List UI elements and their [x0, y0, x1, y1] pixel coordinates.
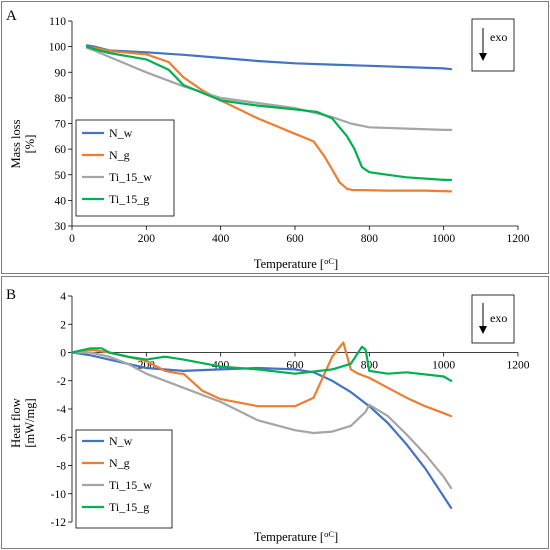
panel-b-y-tick-label: 4 [60, 291, 66, 303]
panel-a-mass-loss-chart: A Mass loss [%] 0 200 400 600 800 1000 1200 30… [1, 1, 549, 274]
panel-b-y-tick-label: 2 [60, 319, 66, 331]
panel-a-x-tick-label: 0 [69, 233, 75, 245]
panel-a-legend-label: N_w [109, 126, 133, 140]
panel-b-xlabel-close: ] [334, 530, 338, 544]
panel-a-ylabel-line2: [%] [23, 135, 37, 154]
panel-a-legend: N_w N_g Ti_15_w Ti_15_g [75, 119, 175, 217]
panel-a-legend-item: Ti_15_w [82, 170, 152, 184]
panel-b-y-tick-label: -10 [51, 489, 67, 501]
panel-b-xlabel-unit: oC [324, 529, 334, 539]
panel-b-series-line-n-g [70, 341, 453, 418]
panel-b-exo-indicator: exo [471, 294, 515, 344]
panel-b-ylabel-line1: Heat flow [9, 398, 23, 448]
panel-a-y-tick-label: 100 [49, 42, 67, 54]
panel-b-xlabel-main: Temperature [ [254, 530, 324, 544]
panel-b-exo-label: exo [490, 311, 507, 325]
panel-a-legend-label: Ti_15_g [109, 192, 149, 206]
panel-b-legend-label: Ti_15_g [109, 500, 149, 514]
panel-b-y-tick-label: -6 [56, 432, 66, 444]
panel-a-y-tick-label: 40 [55, 195, 67, 207]
panel-b-ylabel-line2: [mW/mg] [23, 398, 37, 447]
panel-b-legend-item: N_w [82, 434, 133, 448]
panel-b-xlabel: Temperature [oC] [254, 529, 338, 544]
panel-a-x-tick-label: 800 [361, 233, 379, 245]
panel-a-y-tick-label: 70 [55, 119, 67, 131]
panel-a-ylabel: Mass loss [%] [9, 119, 37, 168]
panel-a-exo-label: exo [490, 30, 507, 44]
panel-a-x-tick-label: 600 [286, 233, 304, 245]
panel-b-legend-label: N_w [109, 434, 133, 448]
panel-b-legend-item: Ti_15_w [82, 478, 152, 492]
panel-a-letter: A [6, 8, 17, 24]
panel-b-letter: B [6, 287, 16, 303]
panel-b-series-line-ti-15-w [70, 351, 453, 490]
panel-b-y-tick-label: -2 [56, 376, 66, 388]
panel-b-legend-item: Ti_15_g [82, 500, 149, 514]
panel-b-legend-box [75, 429, 173, 529]
panel-b-exo-arrowhead-icon [479, 326, 487, 334]
panel-a-series-line-ti-15-g [85, 45, 453, 181]
panel-a-legend-item: N_g [82, 148, 130, 162]
panel-a-y-tick-label: 80 [55, 93, 67, 105]
panel-a-legend-label: N_g [109, 148, 130, 162]
panel-b-x-tick-label: 1000 [432, 360, 455, 372]
panel-a-x-tick-label: 200 [138, 233, 156, 245]
panel-a-series-line-n-g [85, 45, 453, 193]
panel-a-legend-item: N_w [82, 126, 133, 140]
panel-b-legend-label: Ti_15_w [109, 478, 152, 492]
panel-b-y-ticks: -12 -10 -8 -6 -4 -2 0 2 4 [51, 291, 72, 529]
panel-a-y-tick-label: 60 [55, 144, 67, 156]
panel-a-ylabel-line1: Mass loss [9, 119, 23, 168]
panel-a-exo-box [471, 18, 515, 72]
panel-b-legend: N_w N_g Ti_15_w Ti_15_g [75, 429, 173, 529]
panel-b-legend-item: N_g [82, 456, 130, 470]
panel-a-exo-indicator: exo [471, 18, 515, 72]
panel-a-y-tick-label: 90 [55, 67, 67, 79]
panel-b-ylabel: Heat flow [mW/mg] [9, 398, 37, 448]
panel-b-legend-label: N_g [109, 456, 130, 470]
panel-a-series-line-ti-15-w [85, 46, 453, 131]
panel-a-x-tick-label: 1200 [507, 233, 530, 245]
panel-a-y-tick-label: 110 [49, 16, 66, 28]
panel-b-heat-flow-chart: B Heat flow [mW/mg] 200 400 600 800 1000 1200… [1, 276, 549, 549]
panel-a-exo-arrowhead-icon [479, 53, 487, 61]
panel-a-x-ticks: 0 200 400 600 800 1000 1200 [69, 226, 530, 245]
panel-b-y-tick-label: 0 [60, 348, 66, 360]
panel-a-y-ticks: 30 40 50 60 70 80 90 100 110 [49, 16, 72, 233]
panel-a-y-tick-label: 30 [55, 221, 67, 233]
panel-b-series [70, 341, 453, 509]
panel-a-x-tick-label: 1000 [432, 233, 455, 245]
panel-b-y-tick-label: -8 [56, 461, 66, 473]
panel-a-legend-item: Ti_15_g [82, 192, 149, 206]
panel-b-exo-box [471, 294, 515, 344]
panel-b-y-tick-label: -4 [56, 404, 66, 416]
panel-a-xlabel-close: ] [334, 257, 338, 271]
panel-a-xlabel: Temperature [oC] [254, 256, 338, 271]
panel-a-xlabel-unit: oC [324, 256, 334, 266]
panel-a-series [85, 44, 453, 193]
panel-a-x-tick-label: 400 [212, 233, 230, 245]
panel-b-x-ticks: 200 400 600 800 1000 1200 [138, 352, 530, 372]
panel-a-xlabel-main: Temperature [ [254, 257, 324, 271]
panel-b-series-line-ti-15-g [70, 345, 453, 382]
panel-a-y-tick-label: 50 [55, 170, 67, 182]
panel-a-legend-label: Ti_15_w [109, 170, 152, 184]
panel-b-x-tick-label: 1200 [507, 360, 530, 372]
panel-b-y-tick-label: -12 [51, 517, 67, 529]
